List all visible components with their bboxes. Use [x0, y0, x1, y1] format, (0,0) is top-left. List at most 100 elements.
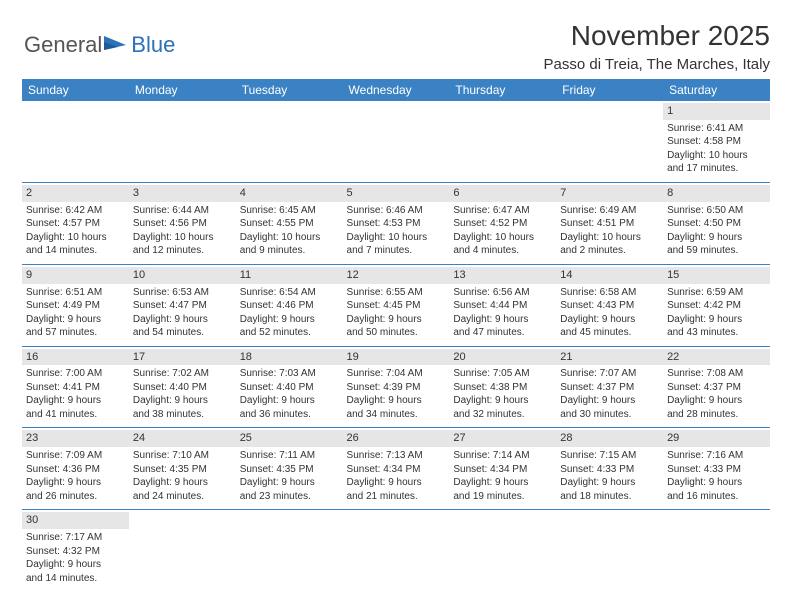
- daylight-text: Daylight: 9 hours: [347, 313, 446, 327]
- sunset-text: Sunset: 4:35 PM: [133, 463, 232, 477]
- calendar-cell: 1Sunrise: 6:41 AMSunset: 4:58 PMDaylight…: [663, 101, 770, 182]
- calendar-cell: [556, 101, 663, 182]
- day-number: 24: [129, 430, 236, 447]
- sunset-text: Sunset: 4:50 PM: [667, 217, 766, 231]
- sunrise-text: Sunrise: 6:41 AM: [667, 122, 766, 136]
- daylight-text: Daylight: 9 hours: [26, 476, 125, 490]
- sunset-text: Sunset: 4:55 PM: [240, 217, 339, 231]
- sunset-text: Sunset: 4:39 PM: [347, 381, 446, 395]
- sunrise-text: Sunrise: 7:13 AM: [347, 449, 446, 463]
- daylight-text: Daylight: 9 hours: [453, 313, 552, 327]
- day-number: 2: [22, 185, 129, 202]
- day-number: 26: [343, 430, 450, 447]
- daylight-text: and 14 minutes.: [26, 244, 125, 258]
- sunrise-text: Sunrise: 6:54 AM: [240, 286, 339, 300]
- daylight-text: Daylight: 9 hours: [560, 476, 659, 490]
- day-number: 22: [663, 349, 770, 366]
- daylight-text: Daylight: 9 hours: [133, 476, 232, 490]
- daylight-text: Daylight: 9 hours: [347, 476, 446, 490]
- daylight-text: Daylight: 9 hours: [26, 558, 125, 572]
- calendar-cell: 18Sunrise: 7:03 AMSunset: 4:40 PMDayligh…: [236, 346, 343, 428]
- calendar-cell: 30 Sunrise: 7:17 AMSunset: 4:32 PMDayligh…: [22, 510, 129, 591]
- sunrise-text: Sunrise: 7:09 AM: [26, 449, 125, 463]
- daylight-text: Daylight: 10 hours: [133, 231, 232, 245]
- sunset-text: Sunset: 4:36 PM: [26, 463, 125, 477]
- daylight-text: Daylight: 10 hours: [240, 231, 339, 245]
- day-number: 12: [343, 267, 450, 284]
- calendar-cell: 8Sunrise: 6:50 AMSunset: 4:50 PMDaylight…: [663, 182, 770, 264]
- day-number: 15: [663, 267, 770, 284]
- sunset-text: Sunset: 4:40 PM: [133, 381, 232, 395]
- sunset-text: Sunset: 4:42 PM: [667, 299, 766, 313]
- sunrise-text: Sunrise: 6:58 AM: [560, 286, 659, 300]
- calendar-cell: [236, 510, 343, 591]
- sunset-text: Sunset: 4:53 PM: [347, 217, 446, 231]
- day-number: 11: [236, 267, 343, 284]
- daylight-text: and 43 minutes.: [667, 326, 766, 340]
- calendar-cell: 14Sunrise: 6:58 AMSunset: 4:43 PMDayligh…: [556, 264, 663, 346]
- day-number: 16: [22, 349, 129, 366]
- sunrise-text: Sunrise: 7:00 AM: [26, 367, 125, 381]
- day-number: 30: [22, 512, 129, 529]
- sunrise-text: Sunrise: 6:53 AM: [133, 286, 232, 300]
- logo: General Blue: [24, 32, 175, 58]
- day-number: 25: [236, 430, 343, 447]
- calendar-cell: 9Sunrise: 6:51 AMSunset: 4:49 PMDaylight…: [22, 264, 129, 346]
- calendar-cell: 10Sunrise: 6:53 AMSunset: 4:47 PMDayligh…: [129, 264, 236, 346]
- daylight-text: and 23 minutes.: [240, 490, 339, 504]
- calendar-cell: 25Sunrise: 7:11 AMSunset: 4:35 PMDayligh…: [236, 428, 343, 510]
- sunrise-text: Sunrise: 6:50 AM: [667, 204, 766, 218]
- sunrise-text: Sunrise: 7:10 AM: [133, 449, 232, 463]
- sunrise-text: Sunrise: 6:44 AM: [133, 204, 232, 218]
- daylight-text: Daylight: 9 hours: [560, 313, 659, 327]
- sunset-text: Sunset: 4:46 PM: [240, 299, 339, 313]
- calendar-cell: [449, 101, 556, 182]
- calendar-cell: 4Sunrise: 6:45 AMSunset: 4:55 PMDaylight…: [236, 182, 343, 264]
- day-number: 4: [236, 185, 343, 202]
- day-header: Monday: [129, 79, 236, 101]
- daylight-text: Daylight: 9 hours: [453, 394, 552, 408]
- day-number: 17: [129, 349, 236, 366]
- daylight-text: and 17 minutes.: [667, 162, 766, 176]
- sunrise-text: Sunrise: 7:02 AM: [133, 367, 232, 381]
- daylight-text: and 45 minutes.: [560, 326, 659, 340]
- sunrise-text: Sunrise: 7:17 AM: [26, 531, 125, 545]
- daylight-text: Daylight: 10 hours: [347, 231, 446, 245]
- sunrise-text: Sunrise: 7:05 AM: [453, 367, 552, 381]
- sunrise-text: Sunrise: 6:49 AM: [560, 204, 659, 218]
- daylight-text: and 28 minutes.: [667, 408, 766, 422]
- sunset-text: Sunset: 4:32 PM: [26, 545, 125, 559]
- calendar-cell: 17Sunrise: 7:02 AMSunset: 4:40 PMDayligh…: [129, 346, 236, 428]
- calendar-cell: 19Sunrise: 7:04 AMSunset: 4:39 PMDayligh…: [343, 346, 450, 428]
- day-number: 5: [343, 185, 450, 202]
- day-number: 3: [129, 185, 236, 202]
- daylight-text: and 59 minutes.: [667, 244, 766, 258]
- sunrise-text: Sunrise: 7:07 AM: [560, 367, 659, 381]
- sunset-text: Sunset: 4:56 PM: [133, 217, 232, 231]
- sunset-text: Sunset: 4:38 PM: [453, 381, 552, 395]
- calendar-cell: [22, 101, 129, 182]
- day-header: Saturday: [663, 79, 770, 101]
- sunrise-text: Sunrise: 7:03 AM: [240, 367, 339, 381]
- calendar-cell: 28Sunrise: 7:15 AMSunset: 4:33 PMDayligh…: [556, 428, 663, 510]
- daylight-text: and 24 minutes.: [133, 490, 232, 504]
- daylight-text: and 52 minutes.: [240, 326, 339, 340]
- sunset-text: Sunset: 4:37 PM: [667, 381, 766, 395]
- sunset-text: Sunset: 4:57 PM: [26, 217, 125, 231]
- calendar-table: SundayMondayTuesdayWednesdayThursdayFrid…: [22, 79, 770, 591]
- sunrise-text: Sunrise: 7:08 AM: [667, 367, 766, 381]
- day-number: 8: [663, 185, 770, 202]
- calendar-cell: 3 Sunrise: 6:44 AMSunset: 4:56 PMDaylight…: [129, 182, 236, 264]
- daylight-text: Daylight: 9 hours: [240, 476, 339, 490]
- sunrise-text: Sunrise: 6:55 AM: [347, 286, 446, 300]
- daylight-text: and 19 minutes.: [453, 490, 552, 504]
- daylight-text: and 7 minutes.: [347, 244, 446, 258]
- calendar-cell: [343, 510, 450, 591]
- daylight-text: and 30 minutes.: [560, 408, 659, 422]
- daylight-text: and 32 minutes.: [453, 408, 552, 422]
- sunset-text: Sunset: 4:34 PM: [453, 463, 552, 477]
- calendar-cell: [236, 101, 343, 182]
- day-header: Tuesday: [236, 79, 343, 101]
- day-number: 9: [22, 267, 129, 284]
- daylight-text: Daylight: 9 hours: [667, 476, 766, 490]
